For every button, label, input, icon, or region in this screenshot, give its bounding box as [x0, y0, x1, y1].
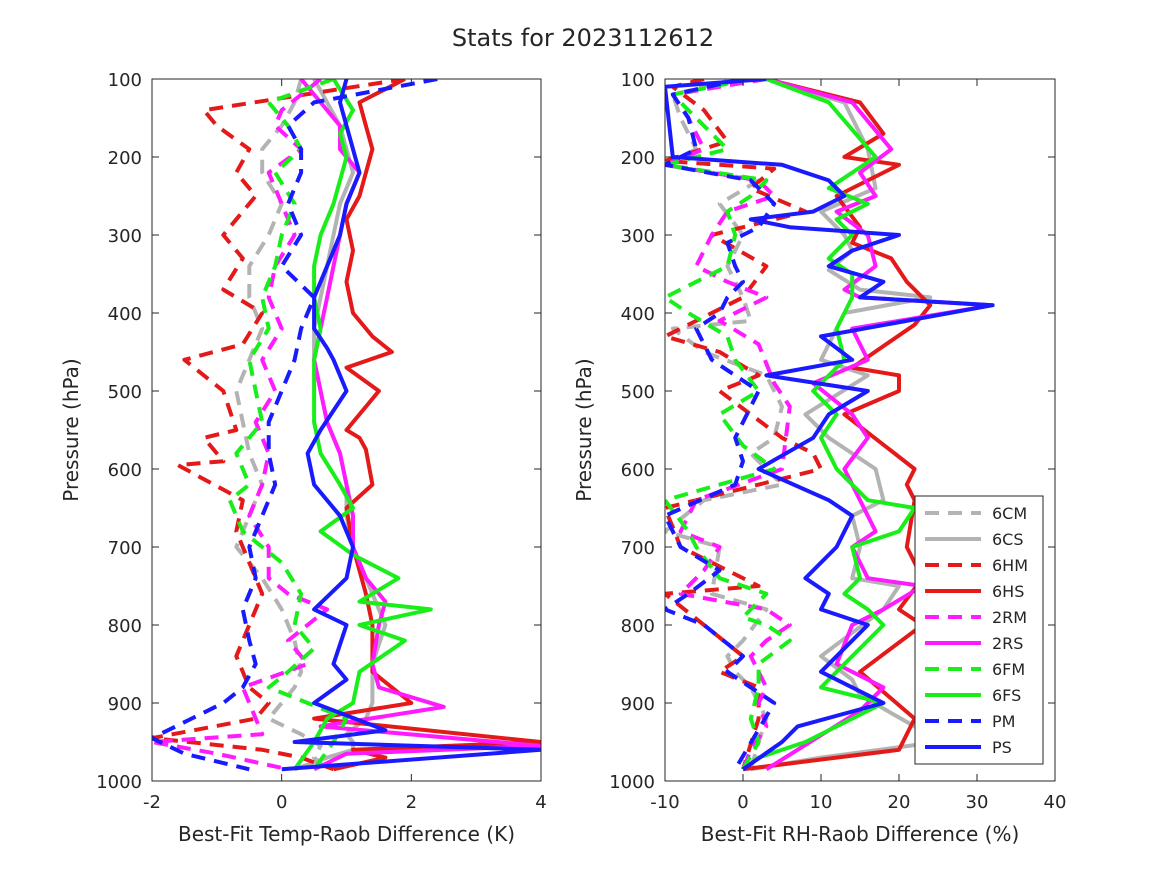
- y-tick-label: 100: [621, 70, 655, 91]
- x-axis-label: Best-Fit Temp-Raob Difference (K): [178, 822, 515, 846]
- series-line-ps: [665, 79, 995, 771]
- x-tick-label: 20: [888, 792, 911, 813]
- series-group: [152, 79, 541, 772]
- y-tick-label: 300: [621, 226, 655, 247]
- y-tick-label: 600: [108, 460, 142, 481]
- series-line-6fs: [741, 79, 917, 771]
- series-line-ps: [281, 79, 541, 772]
- series-line-pm: [152, 79, 438, 772]
- y-tick-label: 400: [621, 304, 655, 325]
- y-tick-label: 700: [108, 538, 142, 559]
- x-tick-label: 2: [406, 792, 417, 813]
- rh-axes: -10 0 10 20 30 40 100 200 300 400 500 600 700 800 900 1…: [572, 70, 1066, 846]
- y-tick-label: 200: [621, 148, 655, 169]
- x-tick-label: 4: [535, 792, 546, 813]
- y-tick-label: 300: [108, 226, 142, 247]
- y-tick-label: 700: [621, 538, 655, 559]
- series-line-6cm: [234, 79, 329, 771]
- x-tick-label: 30: [966, 792, 989, 813]
- legend-label-2rs: 2RS: [992, 634, 1023, 653]
- x-tick-label: 0: [737, 792, 748, 813]
- series-line-6hm: [665, 79, 823, 770]
- y-tick-label: 900: [621, 694, 655, 715]
- series-line-6fm: [665, 79, 792, 771]
- series-line-6fs: [292, 79, 433, 771]
- y-axis-label: Pressure (hPa): [59, 358, 83, 501]
- legend-label-6fs: 6FS: [992, 686, 1021, 705]
- series-line-6hm: [152, 79, 406, 772]
- legend-label-6cs: 6CS: [992, 530, 1024, 549]
- legend-label-6hs: 6HS: [992, 582, 1024, 601]
- y-tick-label: 500: [621, 382, 655, 403]
- x-tick-label: 10: [810, 792, 833, 813]
- legend-label-6fm: 6FM: [992, 660, 1025, 679]
- series-line-6cs: [750, 79, 940, 772]
- legend-label-2rm: 2RM: [992, 608, 1027, 627]
- legend-box: [914, 495, 1044, 765]
- x-tick-label: 40: [1044, 792, 1067, 813]
- y-tick-label: 500: [108, 382, 142, 403]
- y-tick-label: 400: [108, 304, 142, 325]
- y-tick-label: 600: [621, 460, 655, 481]
- y-tick-label: 1000: [96, 772, 142, 793]
- y-tick-label: 800: [108, 616, 142, 637]
- series-line-2rs: [765, 79, 995, 771]
- legend-label-pm: PM: [992, 712, 1015, 731]
- y-tick-label: 1000: [609, 772, 655, 793]
- x-tick-label: 0: [276, 792, 287, 813]
- x-axis-label: Best-Fit RH-Raob Difference (%): [701, 822, 1020, 846]
- figure-title: Stats for 2023112612: [452, 24, 714, 52]
- y-tick-label: 200: [108, 148, 142, 169]
- series-line-pm: [665, 79, 777, 771]
- axes-frame: [664, 78, 1056, 782]
- series-group: [665, 79, 995, 772]
- legend-label-ps: PS: [992, 738, 1012, 757]
- x-tick-label: -2: [143, 792, 161, 813]
- legend: 6CM 6CS 6HM 6HS 2RM 2RS 6FM 6FS PM PS: [914, 495, 1044, 765]
- y-tick-label: 100: [108, 70, 142, 91]
- series-line-6fm: [227, 79, 349, 771]
- y-tick-label: 900: [108, 694, 142, 715]
- legend-label-6hm: 6HM: [992, 556, 1028, 575]
- axes-frame: [151, 78, 542, 782]
- temperature-axes: -2 0 2 4 100 200 300 400 500 600 700 800 900 1000 Best…: [59, 70, 547, 846]
- y-axis-label: Pressure (hPa): [572, 358, 596, 501]
- x-tick-label: -10: [650, 792, 679, 813]
- y-tick-label: 800: [621, 616, 655, 637]
- series-line-6hs: [312, 79, 541, 772]
- legend-label-6cm: 6CM: [992, 504, 1027, 523]
